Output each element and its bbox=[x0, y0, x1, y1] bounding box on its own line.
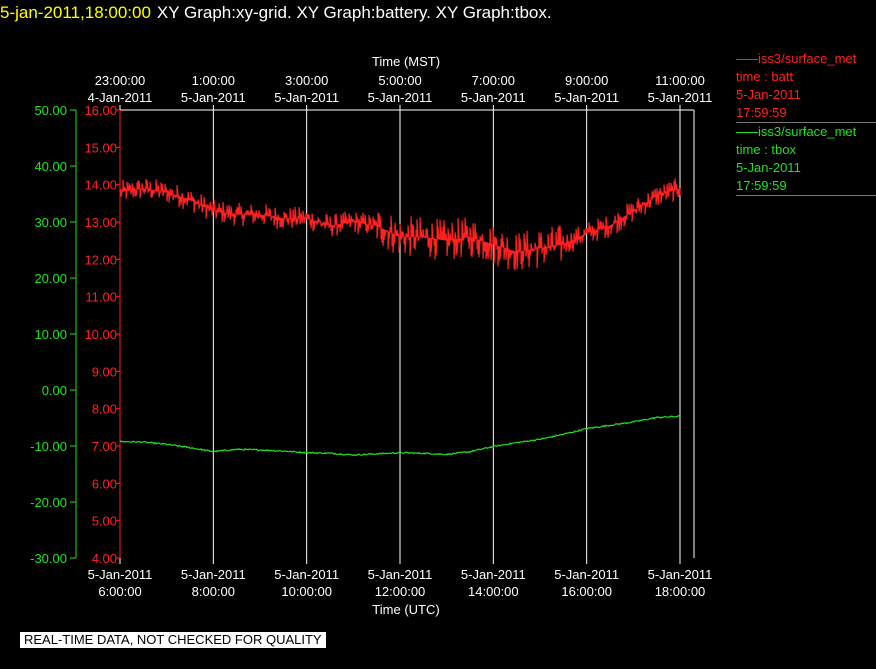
x-tick-label-time: 18:00:00 bbox=[655, 584, 706, 599]
legend-field: time : tbox bbox=[736, 142, 796, 157]
quality-notice: REAL-TIME DATA, NOT CHECKED FOR QUALITY bbox=[20, 632, 326, 648]
x-axis-label: Time (UTC) bbox=[372, 602, 439, 617]
tbox-y-tick-label: 40.00 bbox=[34, 159, 67, 174]
tbox-y-tick-label: 10.00 bbox=[34, 327, 67, 342]
graph-titles: XY Graph:xy-grid. XY Graph:battery. XY G… bbox=[156, 3, 552, 22]
x-tick-label-date: 5-Jan-2011 bbox=[648, 567, 713, 582]
x-tick-label-date: 5-Jan-2011 bbox=[461, 567, 526, 582]
batt-y-tick-label: 5.00 bbox=[92, 514, 117, 529]
tbox-y-tick-label: -20.00 bbox=[30, 495, 67, 510]
x-tick-label-time: 8:00:00 bbox=[192, 584, 235, 599]
batt-y-tick-label: 9.00 bbox=[92, 364, 117, 379]
legend-name-text: iss3/surface_met bbox=[758, 51, 857, 66]
batt-y-tick-label: 6.00 bbox=[92, 476, 117, 491]
tbox-y-tick-label: 30.00 bbox=[34, 215, 67, 230]
x-top-tick-label-time: 7:00:00 bbox=[472, 73, 515, 88]
x-tick-label-date: 5-Jan-2011 bbox=[274, 567, 339, 582]
x-tick-label-time: 6:00:00 bbox=[98, 584, 141, 599]
batt-y-tick-label: 14.00 bbox=[84, 178, 117, 193]
batt-y-tick-label: 13.00 bbox=[84, 215, 117, 230]
legend-time: 17:59:59 bbox=[736, 178, 787, 193]
batt-y-tick-label: 12.00 bbox=[84, 252, 117, 267]
tbox-y-tick-label: -30.00 bbox=[30, 551, 67, 566]
legend-date: 5-Jan-2011 bbox=[736, 160, 801, 175]
legend-time: 17:59:59 bbox=[736, 105, 787, 120]
batt-y-tick-label: 7.00 bbox=[92, 439, 117, 454]
tbox-series-line bbox=[119, 415, 681, 457]
tbox-y-tick-label: 0.00 bbox=[42, 383, 67, 398]
batt-y-tick-label: 4.00 bbox=[92, 551, 117, 566]
batt-y-tick-label: 10.00 bbox=[84, 327, 117, 342]
x-tick-label-time: 12:00:00 bbox=[375, 584, 426, 599]
batt-y-tick-label: 11.00 bbox=[85, 290, 117, 305]
legend-date: 5-Jan-2011 bbox=[736, 87, 801, 102]
legend-entry-batt: iss3/surface_met time : batt 5-Jan-2011 … bbox=[736, 50, 876, 123]
batt-y-tick-label: 8.00 bbox=[92, 402, 117, 417]
banner: 5-jan-2011,18:00:00 XY Graph:xy-grid. XY … bbox=[0, 3, 552, 23]
legend-series-name: iss3/surface_met bbox=[736, 50, 876, 68]
x-top-tick-label-time: 1:00:00 bbox=[192, 73, 235, 88]
legend-name-text: iss3/surface_met bbox=[758, 124, 857, 139]
x-top-tick-label-date: 5-Jan-2011 bbox=[368, 90, 433, 105]
x-tick-label-time: 14:00:00 bbox=[468, 584, 519, 599]
x-tick-label-date: 5-Jan-2011 bbox=[554, 567, 619, 582]
x-tick-label-time: 16:00:00 bbox=[561, 584, 612, 599]
legend-field: time : batt bbox=[736, 69, 794, 84]
batt-y-tick-label: 15.00 bbox=[84, 140, 117, 155]
legend-line-icon bbox=[736, 132, 758, 134]
x-top-tick-label-time: 5:00:00 bbox=[378, 73, 421, 88]
x-top-axis-label: Time (MST) bbox=[372, 54, 440, 69]
x-tick-label-date: 5-Jan-2011 bbox=[88, 567, 153, 582]
x-top-tick-label-date: 4-Jan-2011 bbox=[88, 90, 153, 105]
x-top-tick-label-date: 5-Jan-2011 bbox=[181, 90, 246, 105]
legend-series-name: iss3/surface_met bbox=[736, 123, 876, 141]
x-tick-label-date: 5-Jan-2011 bbox=[181, 567, 246, 582]
legend-entry-tbox: iss3/surface_met time : tbox 5-Jan-2011 … bbox=[736, 123, 876, 196]
tbox-y-tick-label: -10.00 bbox=[30, 439, 67, 454]
legend-line-icon bbox=[736, 59, 758, 61]
x-top-tick-label-time: 23:00:00 bbox=[95, 73, 146, 88]
x-top-tick-label-time: 9:00:00 bbox=[565, 73, 608, 88]
x-top-tick-label-date: 5-Jan-2011 bbox=[554, 90, 619, 105]
timestamp: 5-jan-2011,18:00:00 bbox=[0, 3, 151, 22]
x-top-tick-label-date: 5-Jan-2011 bbox=[648, 90, 713, 105]
legend: iss3/surface_met time : batt 5-Jan-2011 … bbox=[736, 50, 876, 196]
x-tick-label-date: 5-Jan-2011 bbox=[368, 567, 433, 582]
x-top-tick-label-time: 11:00:00 bbox=[655, 73, 705, 88]
x-top-tick-label-date: 5-Jan-2011 bbox=[274, 90, 339, 105]
x-top-tick-label-time: 3:00:00 bbox=[285, 73, 328, 88]
batt-series-line bbox=[119, 178, 681, 271]
tbox-y-tick-label: 50.00 bbox=[34, 103, 67, 118]
batt-y-tick-label: 16.00 bbox=[84, 103, 117, 118]
x-tick-label-time: 10:00:00 bbox=[281, 584, 332, 599]
x-top-tick-label-date: 5-Jan-2011 bbox=[461, 90, 526, 105]
tbox-y-tick-label: 20.00 bbox=[34, 271, 67, 286]
